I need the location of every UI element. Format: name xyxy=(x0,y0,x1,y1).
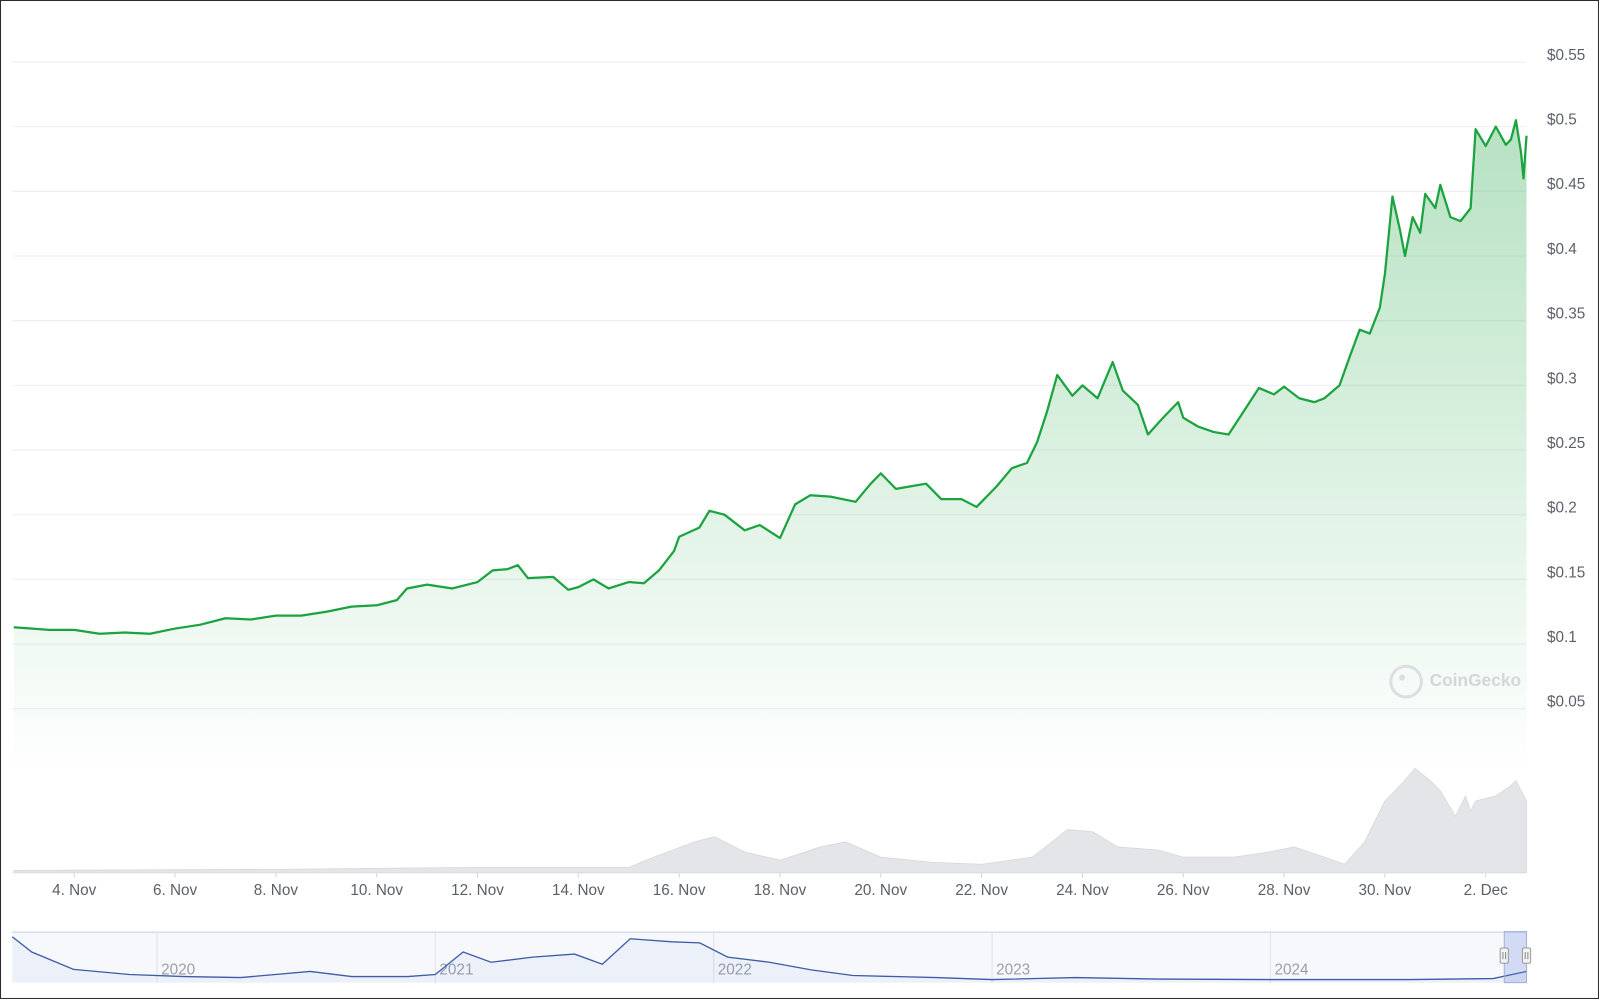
x-tick-label: 6. Nov xyxy=(153,882,198,899)
x-tick-label: 26. Nov xyxy=(1157,882,1210,899)
x-tick-label: 30. Nov xyxy=(1359,882,1412,899)
x-tick-label: 12. Nov xyxy=(451,882,504,899)
price-layer xyxy=(13,119,1528,774)
navigator-tick-label: 2022 xyxy=(718,961,752,978)
navigator-handle xyxy=(1499,947,1509,964)
navigator-tick-label: 2023 xyxy=(996,961,1030,978)
x-tick-label: 8. Nov xyxy=(254,882,299,899)
x-tick-label: 16. Nov xyxy=(653,882,706,899)
x-tick-label: 4. Nov xyxy=(52,882,97,899)
x-tick-label: 22. Nov xyxy=(955,882,1008,899)
volume-area xyxy=(13,767,1527,873)
navigator-tick-label: 2021 xyxy=(439,961,473,978)
y-tick-label: $0.3 xyxy=(1547,370,1577,387)
y-tick-label: $0.35 xyxy=(1547,306,1585,323)
navigator-handle xyxy=(1521,947,1532,964)
y-tick-label: $0.45 xyxy=(1547,176,1585,193)
y-tick-label: $0.5 xyxy=(1547,112,1577,129)
price-line xyxy=(13,119,1528,635)
x-tick-label: 18. Nov xyxy=(754,882,807,899)
watermark: CoinGecko xyxy=(1430,670,1521,690)
navigator-line xyxy=(11,936,1527,981)
x-tick-label: 10. Nov xyxy=(350,882,403,899)
y-tick-label: $0.15 xyxy=(1547,564,1585,581)
y-tick-label: $0.05 xyxy=(1547,694,1585,711)
y-tick-label: $0.55 xyxy=(1547,47,1585,64)
x-tick-label: 28. Nov xyxy=(1258,882,1311,899)
watermark-logo xyxy=(1389,664,1423,699)
y-tick-label: $0.2 xyxy=(1547,500,1577,517)
y-tick-label: $0.25 xyxy=(1547,435,1585,452)
x-tick-label: 14. Nov xyxy=(552,882,605,899)
volume-layer xyxy=(13,767,1527,873)
navigator-area xyxy=(12,936,1527,983)
x-tick-label: 20. Nov xyxy=(854,882,907,899)
navigator: 2020 2021 2022 2023 2024 xyxy=(11,931,1532,984)
navigator-tick-label: 2020 xyxy=(161,961,195,978)
x-tick-label: 24. Nov xyxy=(1056,882,1109,899)
y-tick-label: $0.4 xyxy=(1547,241,1577,258)
navigator-tick-label: 2024 xyxy=(1275,961,1310,978)
navigator-bg xyxy=(12,931,1527,983)
y-tick-label: $0.1 xyxy=(1547,629,1577,646)
price-area xyxy=(13,120,1527,774)
x-tick-label: 2. Dec xyxy=(1464,882,1509,899)
